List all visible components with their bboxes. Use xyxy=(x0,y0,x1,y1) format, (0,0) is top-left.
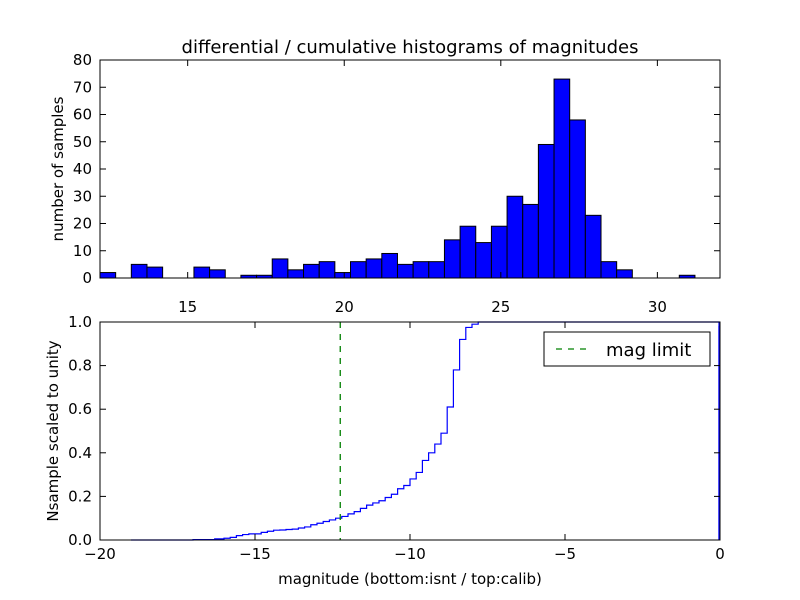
histogram-bar xyxy=(303,263,320,279)
bottom-cumulative-panel: −20 −15 −10 −5 0 0.0 0.2 0.4 0.6 0.8 1.0 magnitude… xyxy=(44,313,725,588)
top-x-tick-label: 25 xyxy=(491,298,510,316)
histogram-bar xyxy=(99,272,117,279)
bottom-y-tick-label: 0.0 xyxy=(68,531,92,549)
legend: mag limit xyxy=(543,331,711,367)
bottom-x-tick-label: −10 xyxy=(394,545,426,563)
bottom-x-tick-label: −5 xyxy=(554,545,576,563)
histogram-bar xyxy=(522,203,539,279)
top-x-tick-label: 15 xyxy=(178,298,197,316)
top-y-tick-label: 0 xyxy=(82,269,92,287)
top-x-tick-label: 20 xyxy=(335,298,354,316)
top-y-tick-label: 10 xyxy=(73,242,92,260)
bottom-y-tick-label: 0.6 xyxy=(68,400,92,418)
top-y-tick-label: 20 xyxy=(73,215,92,233)
legend-label-mag-limit: mag limit xyxy=(606,340,691,361)
top-y-tick-label: 60 xyxy=(73,106,92,124)
histogram-bar xyxy=(209,269,226,279)
histogram-bar xyxy=(271,258,289,279)
top-y-axis-label: number of samples xyxy=(49,96,67,241)
histogram-bar xyxy=(600,261,618,279)
histogram-bar xyxy=(506,195,524,279)
top-y-tick-label: 70 xyxy=(73,78,92,96)
top-histogram-panel: differential / cumulative histograms of … xyxy=(49,37,721,316)
top-y-tick-label: 30 xyxy=(73,187,92,205)
top-y-tick-label: 40 xyxy=(73,160,92,178)
histogram-bar xyxy=(553,78,571,279)
histogram-bar xyxy=(334,272,352,279)
top-x-tick-label: 30 xyxy=(648,298,667,316)
cumulative-lines xyxy=(131,321,720,541)
histogram-bar xyxy=(443,239,461,279)
histogram-bar xyxy=(459,225,477,279)
top-axis-ticks: 15 20 25 30 0 10 20 30 40 50 60 70 80 xyxy=(73,51,720,316)
histogram-bar xyxy=(287,269,305,279)
histogram-bar xyxy=(490,225,508,279)
top-y-tick-label: 80 xyxy=(73,51,92,69)
histogram-bar xyxy=(616,269,633,279)
histogram-bar xyxy=(396,263,414,279)
bottom-axis-ticks: −20 −15 −10 −5 0 0.0 0.2 0.4 0.6 0.8 1.0 xyxy=(68,313,725,563)
histogram-bar xyxy=(350,261,367,279)
bottom-y-tick-label: 1.0 xyxy=(68,313,92,331)
bottom-x-tick-label: 0 xyxy=(715,545,725,563)
histogram-bar xyxy=(318,261,336,279)
bottom-y-tick-label: 0.4 xyxy=(68,444,92,462)
histogram-bar xyxy=(428,261,445,279)
histogram-bars xyxy=(99,78,696,279)
bottom-y-tick-label: 0.2 xyxy=(68,487,92,505)
histogram-bar xyxy=(475,242,492,279)
histogram-bar xyxy=(381,252,398,279)
histogram-bar xyxy=(365,258,383,279)
top-axes-frame xyxy=(99,59,721,279)
histogram-bar xyxy=(130,263,148,279)
histogram-bar xyxy=(569,119,586,279)
histogram-bar xyxy=(537,143,555,279)
chart-title: differential / cumulative histograms of … xyxy=(182,37,639,58)
histogram-bar xyxy=(193,266,211,279)
histogram-bar xyxy=(146,266,164,279)
bottom-axes-frame xyxy=(99,321,721,541)
bottom-x-tick-label: −15 xyxy=(239,545,271,563)
histogram-bar xyxy=(584,214,602,279)
histogram-bar xyxy=(412,261,430,279)
bottom-y-axis-label: Nsample scaled to unity xyxy=(44,340,62,521)
top-y-tick-label: 50 xyxy=(73,133,92,151)
cumulative-step-line xyxy=(131,321,720,541)
bottom-x-tick-label: −20 xyxy=(84,545,116,563)
bottom-y-tick-label: 0.8 xyxy=(68,357,92,375)
bottom-x-axis-label: magnitude (bottom:isnt / top:calib) xyxy=(278,570,542,588)
